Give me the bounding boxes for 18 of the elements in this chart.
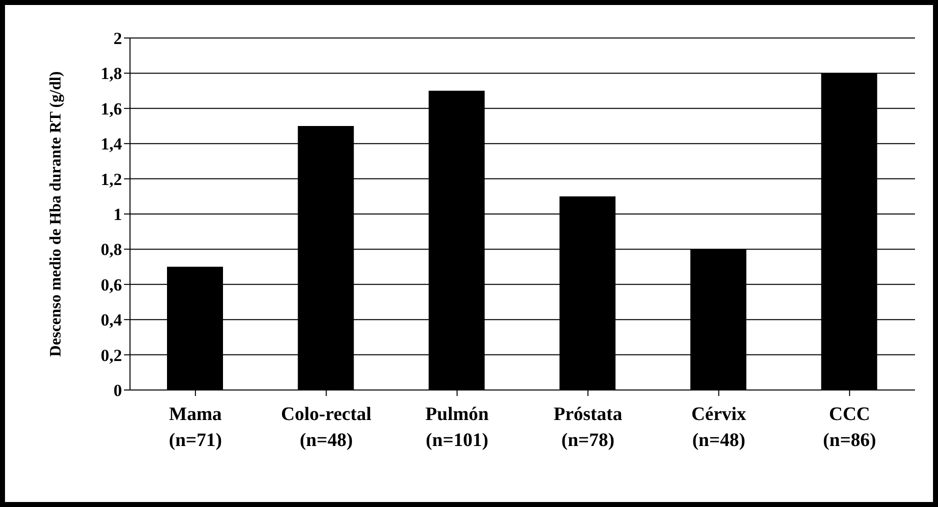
y-tick-label: 0,2	[100, 346, 122, 365]
y-axis-title: Descenso medio de Hba durante RT (g/dl)	[48, 71, 65, 357]
x-tick-label: Colo-rectal (n=48)	[281, 404, 372, 451]
x-tick-label: Pulmón (n=101)	[425, 404, 490, 451]
y-tick-label: 1,2	[100, 170, 122, 189]
y-tick-label: 2	[114, 29, 122, 48]
y-tick-label: 0,4	[100, 310, 122, 330]
x-tick-label: Cérvix (n=48)	[691, 404, 747, 451]
y-tick-label: 0,8	[100, 240, 122, 260]
y-tick-label: 0,6	[100, 275, 122, 294]
y-tick-label: 1,8	[100, 64, 122, 84]
y-tick-label: 1	[114, 205, 122, 224]
y-tick-label: 1,6	[100, 99, 122, 118]
x-tick-label: Mama (n=71)	[168, 404, 222, 451]
x-tick-label: CCC (n=86)	[823, 404, 876, 451]
y-tick-label: 1,4	[100, 134, 122, 154]
y-tick-label: 0	[114, 381, 122, 400]
x-tick-label: Próstata (n=78)	[554, 404, 623, 451]
